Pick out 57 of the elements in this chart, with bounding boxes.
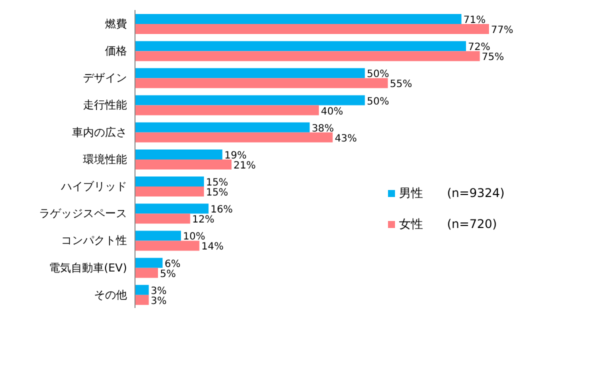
data-label: 55% [390, 79, 412, 90]
data-label: 50% [366, 69, 390, 80]
data-label: 12% [192, 214, 214, 226]
bar [135, 24, 489, 34]
bar [135, 284, 149, 295]
bar [135, 258, 163, 268]
bar [135, 230, 181, 241]
bar [135, 122, 310, 132]
bar [135, 204, 209, 214]
data-label: 10% [182, 232, 206, 243]
data-label: 3% [150, 296, 167, 307]
y-tick-label: ラゲッジスペース [39, 207, 127, 220]
bar [135, 268, 158, 278]
data-label: 50% [366, 96, 390, 108]
y-tick-label: ハイブリッド [60, 180, 127, 193]
legend-label: 男性 (n=9324) [399, 185, 505, 202]
y-tick-label: 環境性能 [83, 152, 127, 166]
data-label: 15% [206, 178, 228, 189]
y-tick-label: 車内の広さ [72, 126, 127, 139]
bar [135, 68, 365, 78]
data-label: 72% [468, 42, 490, 54]
data-label: 77% [491, 25, 514, 36]
bar [135, 159, 232, 170]
y-tick-label: 燃費 [105, 17, 127, 30]
bar [135, 132, 333, 142]
y-tick-label: 価格 [105, 44, 127, 58]
bar [135, 240, 200, 251]
data-label: 43% [334, 133, 357, 144]
bar [135, 14, 462, 24]
data-label: 21% [234, 160, 256, 172]
bar [135, 294, 149, 305]
y-tick-label: 走行性能 [83, 98, 127, 112]
data-label: 38% [312, 123, 334, 134]
data-label: 19% [224, 150, 247, 162]
data-label: 71% [463, 15, 486, 26]
data-label: 6% [164, 258, 180, 270]
data-label: 15% [206, 188, 228, 199]
bar [135, 95, 365, 106]
y-tick-label: その他 [94, 288, 127, 302]
legend-label: 女性 (n=720) [399, 216, 497, 233]
bar [135, 186, 204, 197]
y-tick-label: コンパクト性 [61, 234, 127, 248]
data-label: 14% [201, 242, 224, 253]
data-label: 40% [320, 106, 344, 118]
y-tick-label: 電気自動車(EV) [48, 261, 127, 274]
data-label: 75% [482, 52, 504, 64]
bar [135, 41, 466, 52]
y-tick-label: デザイン [83, 72, 127, 85]
data-label: 16% [210, 204, 233, 216]
bar [135, 51, 480, 62]
bar [135, 214, 190, 224]
data-label: 5% [160, 268, 176, 280]
bar [135, 176, 204, 187]
bar [135, 149, 222, 160]
data-label: 3% [150, 286, 167, 297]
bar [135, 105, 319, 116]
bar [135, 78, 388, 88]
